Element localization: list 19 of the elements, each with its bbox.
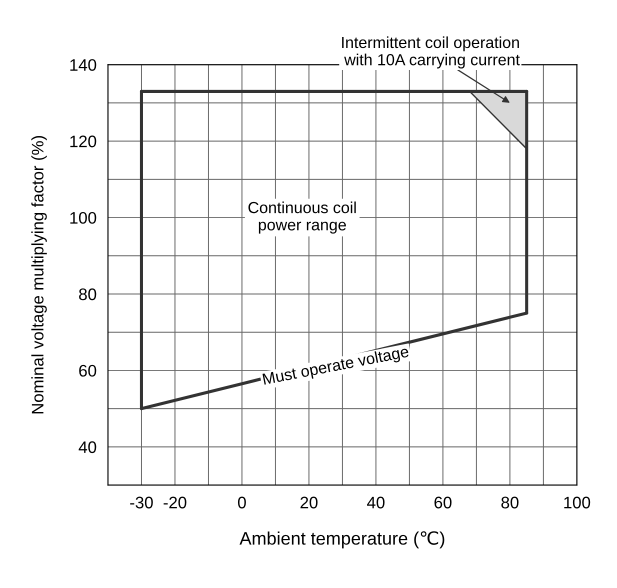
x-tick-label: 80 bbox=[501, 496, 519, 508]
y-tick-label: 40 bbox=[78, 441, 96, 454]
x-tick-label: 20 bbox=[300, 496, 318, 508]
x-tick-label: 60 bbox=[434, 496, 452, 508]
y-tick-label: 80 bbox=[79, 288, 96, 300]
y-tick-label: 120 bbox=[70, 136, 96, 148]
x-tick-label: 0 bbox=[238, 496, 246, 508]
annotation: Must operate voltage bbox=[262, 345, 410, 388]
x-tick-label: 40 bbox=[367, 496, 385, 508]
x-axis-title: Ambient temperature (℃) bbox=[240, 531, 444, 548]
annotation: Intermittent coil operation with 10A carrying current bbox=[342, 36, 520, 68]
x-tick-label: 100 bbox=[564, 496, 590, 508]
y-tick-label: 100 bbox=[70, 212, 96, 224]
y-axis-title: Nominal voltage multiplying factor (%) bbox=[31, 136, 47, 414]
y-tick-label: 140 bbox=[70, 59, 96, 71]
x-tick-label: -30 bbox=[130, 496, 153, 508]
y-tick-label: 60 bbox=[79, 364, 96, 377]
x-tick-label: -20 bbox=[164, 496, 186, 508]
annotation: Continuous coil power range bbox=[248, 202, 356, 234]
